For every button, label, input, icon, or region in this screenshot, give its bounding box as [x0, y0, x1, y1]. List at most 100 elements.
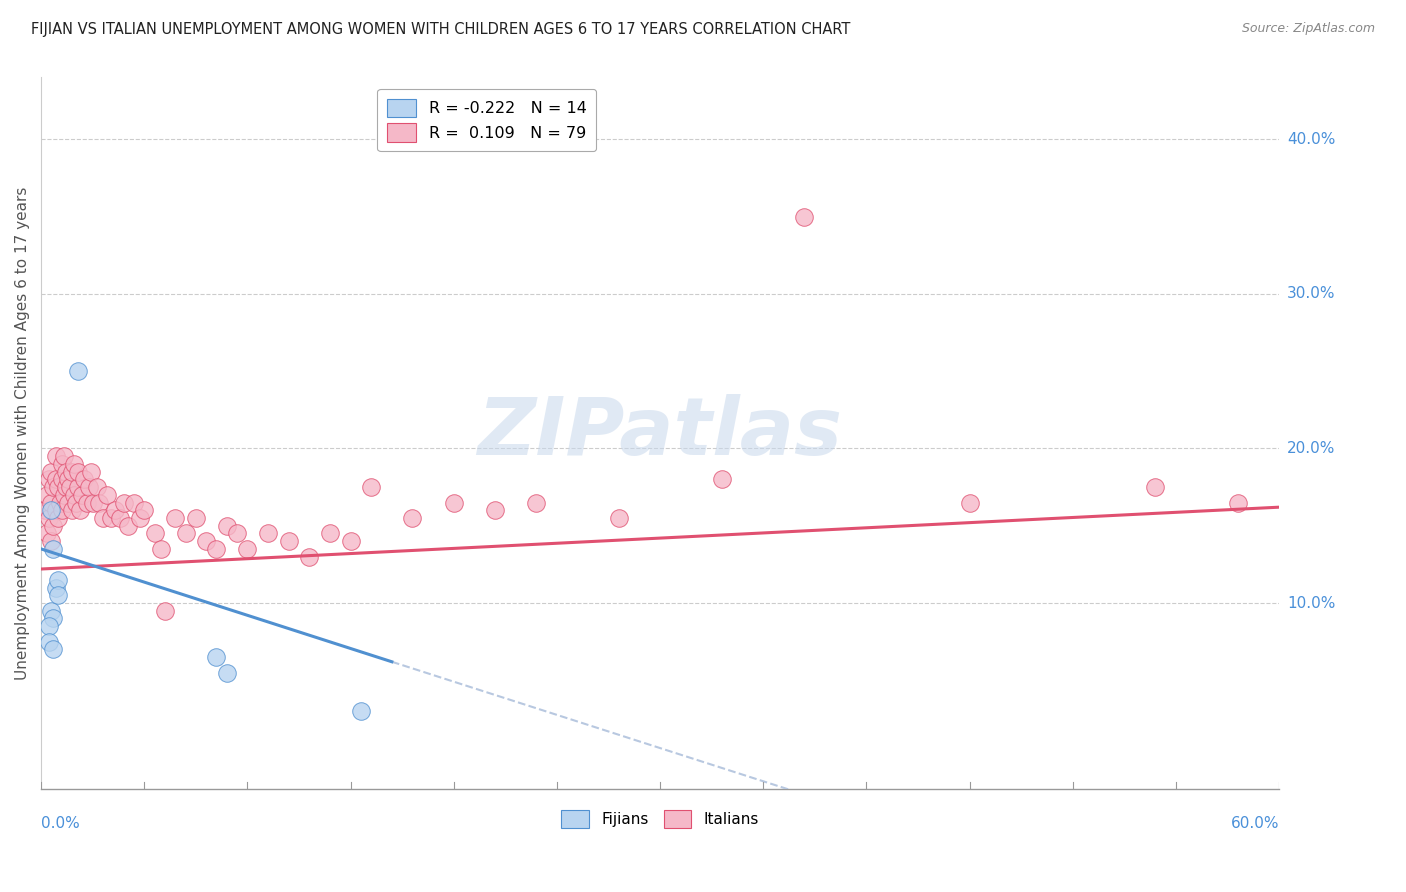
Point [86, 480, 108, 494]
Point [67, 480, 90, 494]
Text: Source: ZipAtlas.com: Source: ZipAtlas.com [1241, 22, 1375, 36]
Point [38, 619, 60, 633]
Point [959, 495, 981, 509]
Point [79, 465, 101, 479]
Point [87, 495, 110, 509]
Point [41, 503, 63, 517]
Point [52, 488, 75, 502]
Point [108, 511, 131, 525]
Point [67, 465, 90, 479]
Point [91, 511, 114, 525]
Point [484, 503, 506, 517]
Point [41, 465, 63, 479]
Point [45, 449, 67, 463]
Point [37, 526, 59, 541]
Point [42, 642, 65, 657]
Point [48, 495, 70, 509]
Point [60, 503, 83, 517]
Point [52, 449, 75, 463]
Point [67, 364, 90, 378]
Point [60, 465, 83, 479]
Point [298, 549, 321, 564]
Point [149, 541, 172, 556]
Text: 60.0%: 60.0% [1230, 816, 1279, 831]
Point [51, 472, 73, 486]
Point [793, 210, 815, 224]
Point [710, 472, 733, 486]
Point [112, 495, 135, 509]
Point [72, 488, 94, 502]
Point [77, 480, 100, 494]
Point [55, 480, 77, 494]
Text: 0.0%: 0.0% [41, 816, 80, 831]
Point [41, 604, 63, 618]
Point [524, 495, 547, 509]
Point [56, 472, 79, 486]
Point [38, 511, 60, 525]
Point [401, 511, 423, 525]
Point [205, 541, 228, 556]
Point [100, 511, 122, 525]
Point [76, 495, 98, 509]
Text: 30.0%: 30.0% [1288, 286, 1336, 301]
Point [1144, 480, 1167, 494]
Point [55, 465, 77, 479]
Legend: Fijians, Italians: Fijians, Italians [555, 805, 765, 834]
Point [153, 604, 176, 618]
Point [607, 511, 630, 525]
Point [69, 503, 91, 517]
Point [143, 526, 166, 541]
Point [45, 503, 67, 517]
Point [37, 488, 59, 502]
Point [184, 511, 207, 525]
Text: 10.0%: 10.0% [1288, 596, 1336, 610]
Text: 20.0%: 20.0% [1288, 441, 1336, 456]
Point [443, 495, 465, 509]
Point [236, 541, 259, 556]
Point [174, 526, 197, 541]
Point [65, 495, 87, 509]
Point [215, 665, 238, 680]
Text: FIJIAN VS ITALIAN UNEMPLOYMENT AMONG WOMEN WITH CHILDREN AGES 6 TO 17 YEARS CORR: FIJIAN VS ITALIAN UNEMPLOYMENT AMONG WOM… [31, 22, 851, 37]
Point [96, 488, 118, 502]
Point [63, 457, 86, 471]
Text: 40.0%: 40.0% [1288, 132, 1336, 147]
Point [215, 518, 238, 533]
Text: ZIPatlas: ZIPatlas [478, 394, 842, 472]
Point [34, 503, 56, 517]
Point [45, 472, 67, 486]
Point [46, 573, 69, 587]
Point [56, 495, 79, 509]
Point [104, 503, 127, 517]
Point [46, 511, 69, 525]
Point [1226, 495, 1249, 509]
Point [42, 518, 65, 533]
Point [277, 534, 299, 549]
Point [41, 534, 63, 549]
Point [205, 650, 228, 665]
Point [42, 480, 65, 494]
Point [59, 480, 82, 494]
Point [63, 488, 86, 502]
Point [257, 526, 280, 541]
Point [42, 611, 65, 625]
Point [51, 503, 73, 517]
Point [195, 534, 218, 549]
Point [82, 495, 104, 509]
Point [45, 581, 67, 595]
Point [134, 503, 156, 517]
Point [360, 480, 382, 494]
Point [42, 541, 65, 556]
Point [46, 480, 69, 494]
Point [165, 511, 187, 525]
Point [129, 511, 152, 525]
Y-axis label: Unemployment Among Women with Children Ages 6 to 17 years: Unemployment Among Women with Children A… [15, 186, 30, 680]
Point [339, 534, 361, 549]
Point [41, 495, 63, 509]
Point [319, 526, 342, 541]
Point [38, 472, 60, 486]
Point [226, 526, 249, 541]
Point [73, 472, 96, 486]
Point [38, 634, 60, 648]
Point [51, 457, 73, 471]
